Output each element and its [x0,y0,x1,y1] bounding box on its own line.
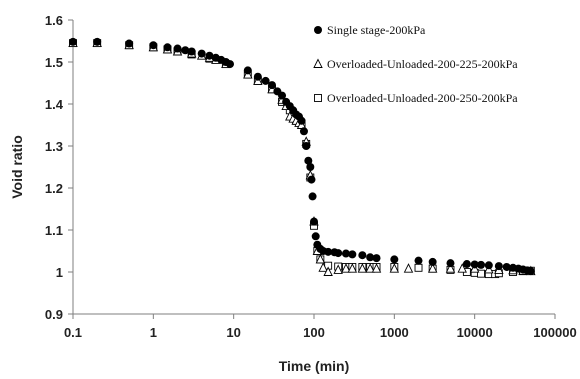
data-point [267,81,276,90]
data-point [149,41,158,50]
series-3 [69,39,535,279]
data-point [446,259,455,268]
ticks: 0.1 1 10 100 1000 10000 100000 0.9 1 1.1 1.2 1.3 1.4… [45,13,577,340]
y-tick-label: 1 [56,265,63,280]
data-point [457,263,467,273]
data-point [93,37,102,46]
data-point [389,263,400,273]
data-point [307,175,316,184]
data-point [197,49,206,58]
data-point [306,163,315,171]
data-point [462,260,471,269]
data-point [310,217,318,226]
data-point [324,247,333,256]
y-tick-label: 1.2 [45,181,63,196]
series-2 [68,37,536,276]
data-point [253,72,262,81]
data-point [347,263,358,273]
data-point [348,250,357,259]
data-point [470,260,479,269]
x-tick-label: 1 [150,325,157,340]
data-point [502,262,511,271]
legend-label: Overloaded-Unloaded-200-250-200kPa [327,91,518,105]
data-point [494,262,503,271]
series-1 [69,37,535,276]
data-point [173,44,182,53]
data-point [366,253,375,262]
data-point [371,263,382,273]
data-point [181,46,190,55]
legend-marker [314,26,322,34]
data-point [428,257,437,266]
legend-item: Overloaded-Unloaded-200-250-200kPa [314,91,518,105]
x-tick-label: 100000 [533,325,576,340]
data-point [484,261,493,270]
data-point [278,91,287,100]
y-tick-label: 0.9 [45,307,63,322]
data-point [308,192,317,201]
data-point [427,263,438,273]
data-point [243,66,252,75]
data-point [358,251,367,260]
data-point [163,43,172,52]
data-point [445,263,456,273]
data-point [365,263,375,273]
legend-label: Overloaded-Unloaded-200-225-200kPa [327,57,518,71]
y-tick-label: 1.5 [45,55,63,70]
x-tick-label: 10000 [457,325,493,340]
data-point [334,249,343,258]
data-point [205,51,214,60]
data-point [304,156,313,165]
x-tick-label: 10 [226,325,240,340]
legend-marker [314,94,322,102]
y-axis-title: Void ratio [9,135,25,199]
legend-label: Single stage-200kPa [327,23,426,37]
data-point [318,262,328,272]
y-tick-label: 1.1 [45,223,63,238]
data-point [187,47,196,56]
data-point [357,263,368,273]
y-tick-label: 1.4 [45,97,64,112]
data-point [125,39,134,48]
data-point [477,269,485,278]
data-point [341,249,350,258]
data-point [69,37,77,46]
data-point [526,267,535,276]
series-layer [68,37,536,279]
data-point [297,116,306,125]
x-tick-label: 0.1 [64,325,82,340]
data-point [390,255,399,264]
data-point [477,260,486,269]
x-tick-label: 100 [303,325,325,340]
data-point [302,142,311,150]
y-tick-label: 1.6 [45,13,63,28]
data-point [315,253,326,264]
legend-marker [313,58,323,68]
data-point [414,263,423,272]
data-point [261,76,270,85]
x-tick-label: 1000 [380,325,409,340]
y-tick-label: 1.3 [45,139,63,154]
data-point [323,266,333,276]
data-point [341,263,351,273]
data-point [372,254,381,263]
legend-item: Single stage-200kPa [314,23,426,37]
legend: Single stage-200kPa Overloaded-Unloaded-2… [313,23,518,105]
data-point [333,264,343,274]
data-point [403,263,414,273]
data-point [414,256,423,265]
data-point [299,127,308,136]
x-axis-title: Time (min) [279,358,350,374]
data-point [225,60,234,69]
data-point [311,232,320,241]
legend-item: Overloaded-Unloaded-200-225-200kPa [313,57,518,71]
